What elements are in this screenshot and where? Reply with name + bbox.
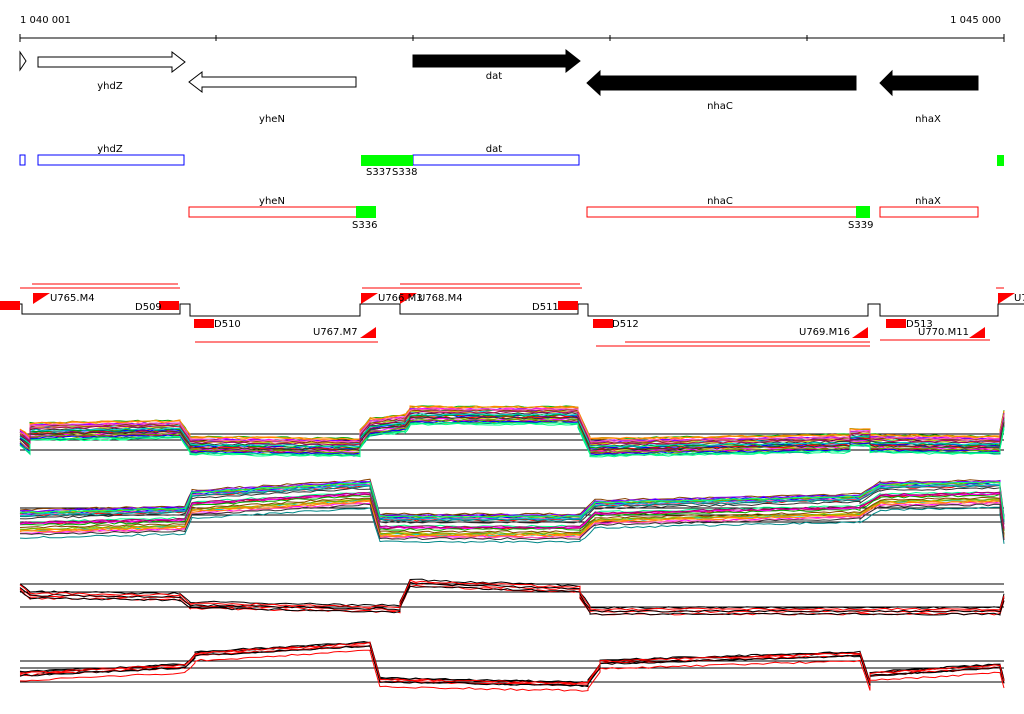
gene-arrow-yhdZ[interactable] bbox=[37, 50, 186, 74]
gene-arrow-dat[interactable] bbox=[412, 48, 581, 74]
forward-box-dat[interactable] bbox=[412, 154, 580, 166]
reverse-box-label-yheN: yheN bbox=[259, 196, 285, 207]
expression-profile-line bbox=[19, 486, 1005, 525]
site-right-edge bbox=[997, 155, 1004, 166]
expression-profile-line bbox=[19, 503, 1005, 541]
unit-label-U770.M11: U770.M11 bbox=[918, 327, 969, 338]
site-label-S337: S337 bbox=[366, 167, 391, 178]
expression-profile-tracks bbox=[19, 405, 1005, 692]
expression-profile-line bbox=[19, 410, 1005, 446]
promoter-flag-icon bbox=[400, 293, 417, 304]
unit-label-D510: D510 bbox=[214, 319, 241, 330]
site-label-S338: S338 bbox=[392, 167, 417, 178]
promoter-flag-icon bbox=[852, 327, 868, 338]
reverse-box-label-nhaX: nhaX bbox=[915, 196, 941, 207]
expression-profile-line bbox=[19, 649, 1005, 692]
forward-box-edge bbox=[19, 154, 26, 166]
unit-label-U766.M3: U766.M3 bbox=[378, 293, 423, 304]
forward-box-yhdZ[interactable] bbox=[37, 154, 185, 166]
terminator-box-D513[interactable] bbox=[886, 319, 906, 328]
expression-profile-line bbox=[19, 481, 1005, 520]
unit-label-D511: D511 bbox=[532, 302, 559, 313]
gene-label-yhdZ: yhdZ bbox=[97, 81, 123, 92]
site-S337[interactable] bbox=[361, 155, 413, 166]
expression-profile-line bbox=[19, 641, 1005, 685]
reverse-box-yheN[interactable] bbox=[188, 206, 376, 218]
expression-profile-line bbox=[19, 496, 1005, 535]
reverse-annotation-track: yheN S336 nhaC S339 nhaX bbox=[188, 196, 979, 231]
gene-track: yhdZ yheN dat nhaC nhaX bbox=[19, 48, 979, 125]
gene-arrow-nhaC[interactable] bbox=[586, 69, 857, 97]
transcription-unit-track: U765.M4 D509 U766.M3 U768.M4 D511 U7 D51… bbox=[0, 283, 1024, 347]
unit-label-D509: D509 bbox=[135, 302, 162, 313]
promoter-flag-icon bbox=[33, 293, 50, 304]
expression-profile-line bbox=[19, 491, 1005, 529]
expression-profile-line bbox=[19, 581, 1005, 613]
expression-profile-line bbox=[19, 579, 1005, 611]
promoter-flag-icon bbox=[969, 327, 985, 338]
gene-arrow-nhaX[interactable] bbox=[879, 69, 979, 97]
expression-profile-line bbox=[19, 506, 1005, 544]
promoter-flag-icon bbox=[998, 293, 1015, 304]
unit-label-U765.M4: U765.M4 bbox=[50, 293, 95, 304]
reverse-box-nhaX[interactable] bbox=[879, 206, 979, 218]
promoter-flag-icon bbox=[361, 293, 378, 304]
site-label-S336: S336 bbox=[352, 220, 377, 231]
ruler-start-label: 1 040 001 bbox=[20, 15, 71, 26]
gene-label-dat: dat bbox=[486, 71, 502, 82]
gene-arrow-yheN[interactable] bbox=[188, 70, 357, 94]
gene-label-nhaX: nhaX bbox=[915, 114, 941, 125]
unit-label-U768.M4: U768.M4 bbox=[418, 293, 463, 304]
unit-label-U7: U7 bbox=[1014, 293, 1024, 304]
site-label-S339: S339 bbox=[848, 220, 873, 231]
expression-profile-line bbox=[19, 421, 1005, 457]
terminator-box-D509[interactable] bbox=[159, 301, 179, 310]
terminator-box-D512[interactable] bbox=[593, 319, 613, 328]
terminator-box-D510[interactable] bbox=[194, 319, 214, 328]
expression-profile-line bbox=[19, 485, 1005, 523]
gene-arrow-left-edge bbox=[19, 50, 27, 72]
forward-box-label-yhdZ: yhdZ bbox=[97, 144, 123, 155]
coordinate-ruler: 1 040 001 1 045 000 bbox=[19, 15, 1005, 42]
reverse-box-nhaC[interactable] bbox=[586, 206, 870, 218]
expression-profile-line bbox=[19, 644, 1005, 688]
expression-profile-line bbox=[19, 484, 1005, 522]
gene-label-nhaC: nhaC bbox=[707, 101, 733, 112]
expression-profile-line bbox=[19, 640, 1005, 684]
terminator-box-left-edge bbox=[0, 301, 20, 310]
unit-baseline-upper bbox=[0, 303, 1024, 317]
expression-profile-line bbox=[19, 491, 1005, 529]
ruler-end-label: 1 045 000 bbox=[950, 15, 1001, 26]
gene-label-yheN: yheN bbox=[259, 114, 285, 125]
site-S336[interactable] bbox=[356, 206, 376, 218]
reverse-box-label-nhaC: nhaC bbox=[707, 196, 733, 207]
forward-box-label-dat: dat bbox=[486, 144, 502, 155]
terminator-box-D511[interactable] bbox=[558, 301, 578, 310]
unit-label-U767.M7: U767.M7 bbox=[313, 327, 358, 338]
unit-label-D512: D512 bbox=[612, 319, 639, 330]
unit-label-U769.M16: U769.M16 bbox=[799, 327, 850, 338]
expression-profile-line bbox=[19, 641, 1005, 684]
expression-profile-line bbox=[19, 499, 1005, 538]
forward-annotation-track: yhdZ dat S337 S338 bbox=[19, 144, 1004, 178]
expression-profile-line bbox=[19, 585, 1005, 616]
expression-profile-line bbox=[19, 642, 1005, 685]
unit-label-D513: D513 bbox=[906, 319, 933, 330]
site-S339[interactable] bbox=[856, 206, 870, 218]
promoter-flag-icon bbox=[360, 327, 376, 338]
expression-profile-line bbox=[19, 502, 1005, 541]
expression-profile-line bbox=[19, 493, 1005, 532]
